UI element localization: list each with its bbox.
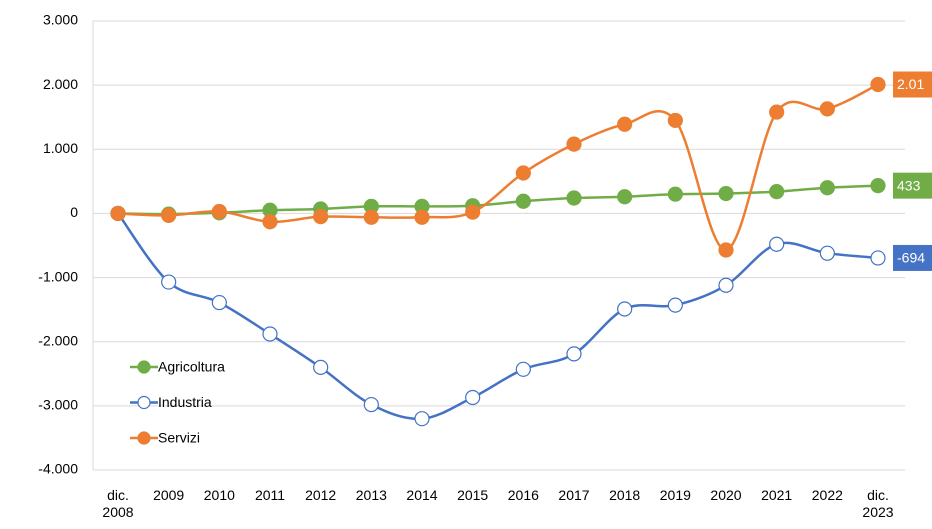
data-point (617, 189, 633, 205)
data-point (667, 112, 683, 129)
data-point (211, 203, 227, 220)
x-tick-label: 2022 (811, 487, 843, 503)
legend-label: Servizi (158, 430, 200, 446)
data-point (515, 361, 531, 377)
data-point (414, 411, 430, 427)
x-tick-label: 2014 (406, 487, 438, 503)
data-point (617, 116, 633, 132)
x-tick-label: 2009 (153, 487, 185, 503)
legend-marker (137, 360, 151, 374)
value-label: 2.01 (897, 76, 924, 92)
legend-marker (137, 431, 151, 445)
data-point (211, 294, 227, 311)
data-point (515, 165, 531, 181)
x-tick-label: 2017 (558, 487, 590, 503)
data-point (566, 136, 582, 152)
data-point (769, 184, 785, 200)
y-tick-label: 2.000 (43, 76, 78, 92)
data-point (161, 207, 177, 223)
data-point (769, 236, 785, 252)
data-point (617, 301, 633, 317)
x-tick-label: 2021 (761, 487, 793, 503)
data-point (110, 205, 126, 222)
data-point (667, 186, 683, 202)
y-tick-label: -2.000 (38, 332, 78, 348)
data-point (465, 204, 481, 220)
series-line (116, 212, 879, 421)
x-tick-label: 2010 (203, 487, 235, 503)
data-point (718, 185, 734, 202)
data-point (718, 277, 734, 293)
data-point (870, 250, 886, 266)
data-point (161, 274, 177, 290)
data-point (769, 104, 785, 120)
x-tick-label: 2015 (457, 487, 489, 503)
data-point (262, 326, 278, 342)
data-point (313, 359, 329, 375)
series-line (117, 184, 879, 216)
x-tick-label: 2019 (659, 487, 691, 503)
data-point (819, 180, 835, 196)
x-tick-label: 2020 (710, 487, 742, 503)
x-tick-label: 2016 (507, 487, 539, 503)
x-tick-label: 2018 (609, 487, 641, 503)
data-point (363, 209, 379, 225)
y-tick-label: -1.000 (38, 268, 78, 284)
value-label-box (893, 244, 932, 271)
value-label-box (893, 172, 932, 199)
data-point (515, 193, 531, 209)
data-point (262, 214, 278, 230)
data-point (718, 242, 734, 258)
data-point (465, 389, 481, 406)
data-point (363, 396, 379, 413)
legend-marker (137, 395, 151, 410)
data-point (313, 209, 329, 225)
data-point (819, 101, 835, 117)
data-point (566, 190, 582, 206)
data-point (566, 346, 582, 362)
series-line (117, 83, 879, 252)
legend-label: Agricoltura (158, 359, 225, 375)
value-label-box (893, 71, 932, 98)
x-tick-label: dic. 2023 (862, 487, 894, 520)
data-point (819, 245, 835, 261)
data-point (870, 76, 886, 93)
value-label: -694 (897, 250, 925, 266)
x-tick-label: 2012 (305, 487, 337, 503)
y-tick-label: 0 (70, 204, 78, 220)
x-tick-label: 2013 (355, 487, 387, 503)
value-label: 433 (897, 177, 921, 193)
legend-label: Industria (158, 394, 212, 410)
data-point (414, 209, 430, 225)
y-tick-label: 3.000 (43, 12, 78, 28)
y-tick-label: -3.000 (38, 397, 78, 413)
data-point (870, 178, 886, 194)
y-tick-label: -4.000 (38, 461, 78, 477)
x-tick-label: dic. 2008 (102, 487, 134, 520)
x-tick-label: 2011 (254, 487, 286, 503)
data-point (667, 297, 683, 313)
y-tick-label: 1.000 (43, 140, 78, 156)
